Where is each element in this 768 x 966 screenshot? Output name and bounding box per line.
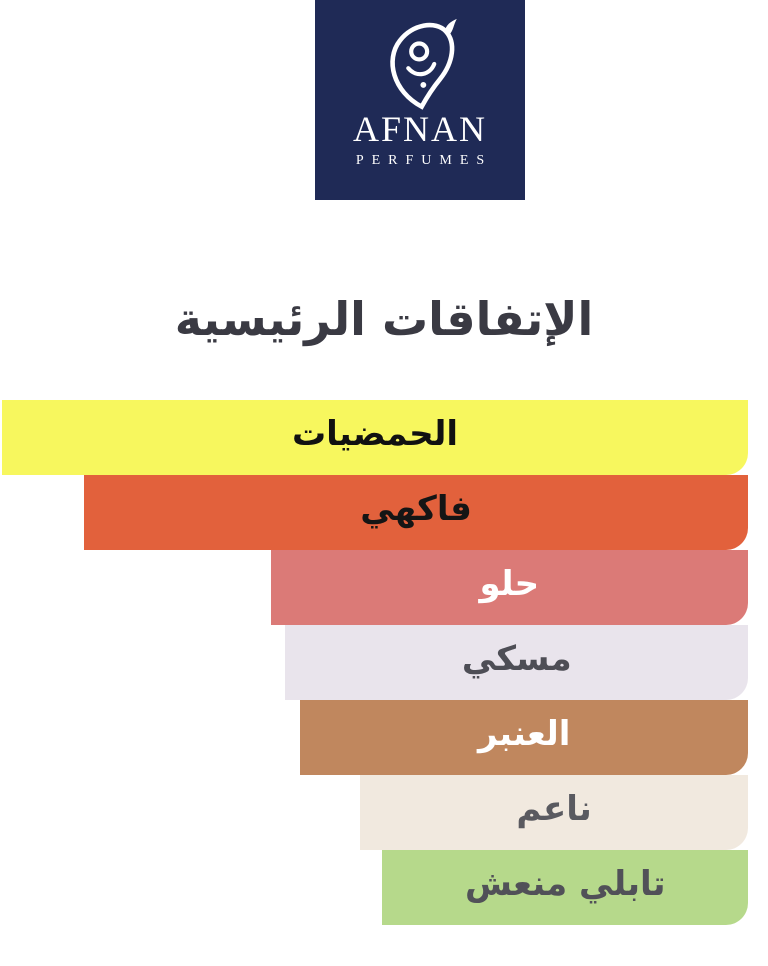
accord-bar: تابلي منعش (382, 850, 748, 925)
accord-label: فاكهي (360, 488, 472, 529)
accord-bar: العنبر (300, 700, 748, 775)
accord-bar: فاكهي (84, 475, 748, 550)
brand-name: AFNAN (352, 109, 487, 149)
accord-label: تابلي منعش (464, 863, 666, 904)
accord-bar: مسكي (285, 625, 748, 700)
accord-bar: ناعم (360, 775, 748, 850)
accord-bar: الحمضيات (2, 400, 748, 475)
accord-bar: حلو (270, 550, 748, 625)
main-accords-title: الإتفاقات الرئيسية (174, 292, 594, 346)
accord-label: مسكي (461, 638, 572, 679)
afnan-calligraphy-leaf-icon (390, 18, 457, 110)
accord-label: ناعم (516, 788, 592, 829)
brand-subtitle: PERFUMES (355, 153, 493, 168)
main-accords-chart: الحمضيات فاكهي حلو مسكي العنبر ناعم تابلي منعش (2, 400, 748, 925)
accord-label: العنبر (477, 713, 571, 754)
brand-logo: AFNAN PERFUMES (315, 0, 525, 200)
accord-label: الحمضيات (291, 413, 459, 454)
accord-label: حلو (479, 563, 540, 604)
